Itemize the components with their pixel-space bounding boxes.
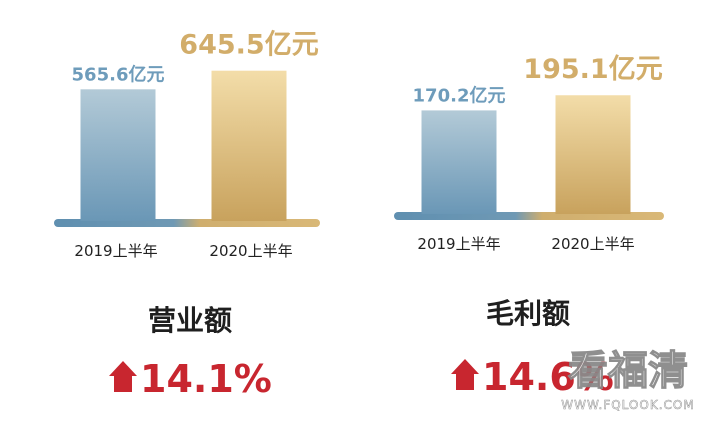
bar-2019-revenue	[80, 89, 156, 222]
growth-rate-gross-profit: 14.6%	[482, 355, 614, 399]
bar-2019-gross-profit	[421, 110, 497, 214]
watermark-logo-text: 看福清	[568, 348, 688, 394]
bar-2020-revenue	[211, 70, 287, 222]
watermark-url: WWW.FQLOOK.COM	[561, 398, 694, 412]
value-label-2019-gross-profit: 170.2亿元	[413, 84, 506, 106]
tick-label-2019-revenue: 2019上半年	[74, 242, 157, 260]
tick-label-2020-revenue: 2020上半年	[209, 242, 292, 260]
chart-gross-profit: 170.2亿元 195.1亿元 2019上半年 2020上半年 毛利额 14.6…	[394, 54, 664, 399]
tick-label-2019-gross-profit: 2019上半年	[417, 235, 500, 253]
growth-rate-revenue: 14.1%	[140, 357, 272, 401]
chart-revenue: 565.6亿元 645.5亿元 2019上半年 2020上半年 营业额 14.1…	[54, 30, 320, 401]
watermark: 看福清 WWW.FQLOOK.COM	[561, 347, 694, 412]
bar-2020-gross-profit	[555, 95, 631, 214]
tick-label-2020-gross-profit: 2020上半年	[551, 235, 634, 253]
chart-title-gross-profit: 毛利额	[486, 297, 570, 330]
arrow-up-icon	[109, 361, 137, 392]
arrow-up-icon	[451, 359, 479, 390]
chart-title-revenue: 营业额	[148, 304, 232, 337]
value-label-2020-gross-profit: 195.1亿元	[523, 54, 662, 85]
value-label-2020-revenue: 645.5亿元	[179, 30, 318, 61]
value-label-2019-revenue: 565.6亿元	[72, 63, 165, 85]
